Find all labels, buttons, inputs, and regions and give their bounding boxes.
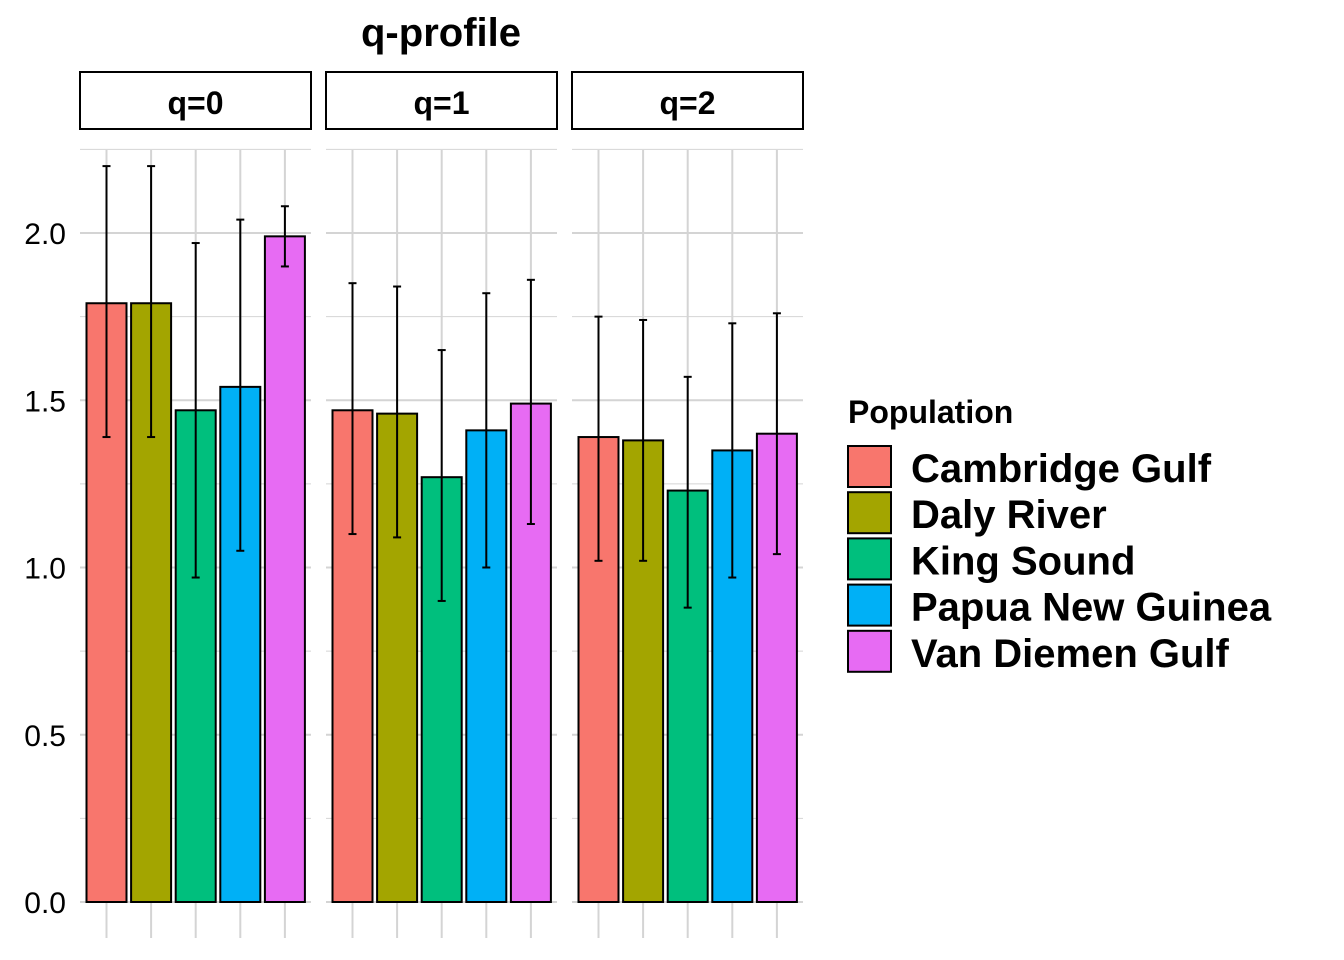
- legend-label: Papua New Guinea: [911, 586, 1272, 630]
- error-bar: [772, 312, 781, 556]
- legend-key: [847, 629, 892, 673]
- y-axis: 0.0 0.5 1.0 1.5 2.0: [24, 218, 66, 920]
- y-tick-label: 2.0: [24, 218, 66, 251]
- facet-strip: [79, 71, 312, 130]
- error-bar: [639, 318, 648, 562]
- legend-key: [847, 491, 892, 535]
- facet-panels: q=0 q=1 q=2: [79, 71, 804, 938]
- error-bar: [280, 205, 289, 268]
- facet-strip: [571, 71, 804, 130]
- chart-title: q-profile: [361, 11, 521, 55]
- legend-key: [847, 445, 892, 488]
- error-bar: [482, 292, 491, 569]
- facet-label: q=0: [167, 85, 223, 121]
- y-tick-label: 1.5: [24, 385, 66, 418]
- facet-strip: [325, 71, 558, 130]
- legend-key: [847, 583, 892, 627]
- error-bar: [147, 165, 156, 439]
- error-bar: [236, 218, 245, 552]
- error-bar: [348, 282, 357, 536]
- facet-panel: q=0: [79, 71, 312, 938]
- facet-label: q=2: [659, 85, 715, 121]
- y-tick-label: 0.0: [24, 887, 66, 920]
- legend-title: Population: [848, 394, 1013, 430]
- error-bar: [683, 375, 692, 609]
- legend-label: Daly River: [911, 493, 1107, 537]
- error-bar: [393, 285, 402, 539]
- legend-label: King Sound: [911, 539, 1135, 583]
- error-bar: [728, 322, 737, 579]
- error-bar: [594, 315, 603, 562]
- error-bar: [526, 278, 535, 526]
- error-bar: [102, 165, 111, 439]
- bar: [263, 235, 306, 904]
- error-bar: [191, 242, 200, 579]
- y-tick-label: 0.5: [24, 720, 66, 753]
- legend-key: [847, 537, 892, 581]
- facet-panel: q=2: [571, 71, 804, 938]
- error-bar: [437, 349, 446, 602]
- facet-label: q=1: [413, 85, 469, 121]
- legend-label: Van Diemen Gulf: [911, 632, 1230, 676]
- bar: [755, 432, 798, 903]
- facet-panel: q=1: [325, 71, 558, 938]
- legend-label: Cambridge Gulf: [911, 447, 1212, 491]
- y-tick-label: 1.0: [24, 553, 66, 586]
